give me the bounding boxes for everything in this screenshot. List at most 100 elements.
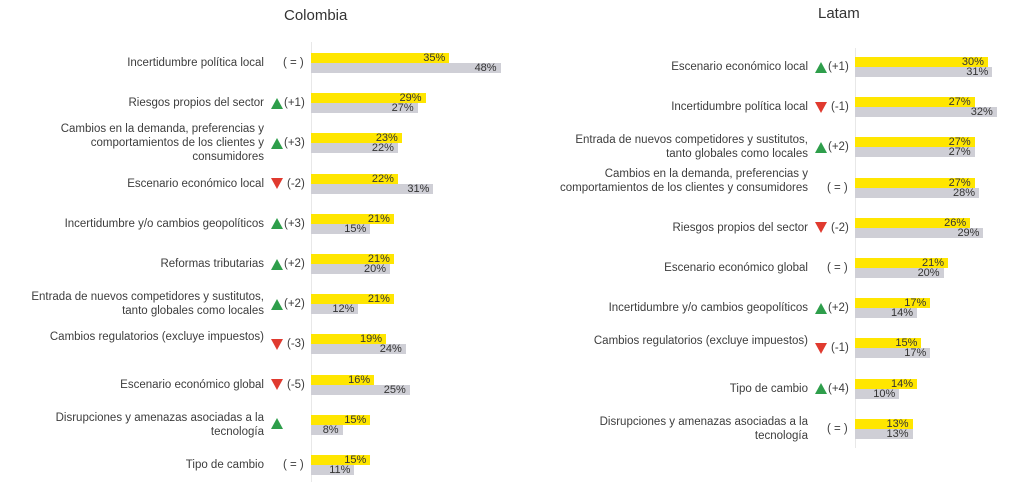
rank-change-text: (+4) — [828, 382, 849, 395]
bar-current: 19% — [311, 333, 387, 346]
triangle-down-icon — [271, 178, 283, 190]
rank-change-text: (-2) — [287, 177, 305, 190]
bar-current: 17% — [855, 297, 931, 310]
value-label-current: 19% — [360, 333, 383, 346]
rank-change: (+1) — [815, 60, 849, 74]
value-label-current: 16% — [348, 373, 371, 386]
rank-change-text: ( = ) — [827, 181, 848, 194]
value-label-previous: 29% — [957, 226, 980, 239]
triangle-down-icon — [271, 379, 283, 391]
value-label-previous: 32% — [970, 106, 993, 119]
rank-change: (+3) — [271, 217, 305, 231]
value-label-previous: 25% — [383, 383, 406, 396]
category-label: Tipo de cambio — [185, 459, 264, 471]
rank-change: (-2) — [271, 177, 305, 191]
bar-previous: 27% — [311, 102, 418, 115]
value-label-current: 26% — [944, 216, 967, 229]
triangle-up-icon — [271, 417, 283, 429]
rank-change — [271, 417, 284, 429]
bar-current: 15% — [855, 337, 922, 350]
bar-previous: 15% — [311, 223, 371, 234]
rank-change: (+1) — [271, 96, 305, 110]
category-label: Disrupciones y amenazas asociadas a la t… — [55, 411, 264, 438]
category-label: Cambios regulatorios (excluye impuestos) — [593, 335, 808, 348]
bar-current: 16% — [311, 373, 375, 386]
bar-current: 35% — [311, 53, 450, 64]
value-label-previous: 27% — [948, 146, 971, 159]
bar-previous: 31% — [311, 183, 434, 194]
category-label: Escenario económico local — [671, 61, 808, 73]
triangle-up-icon — [271, 137, 283, 149]
bar-current: 26% — [855, 216, 971, 229]
rank-change: ( = ) — [283, 458, 304, 472]
rank-change-text: (+2) — [828, 141, 849, 154]
category-label: Escenario económico local — [127, 177, 264, 190]
value-label-current: 21% — [367, 212, 390, 225]
bar-previous: 13% — [855, 428, 913, 439]
category-label: Cambios en la demanda, preferencias y co… — [559, 167, 808, 194]
triangle-up-icon — [815, 302, 827, 314]
rank-change: (+4) — [815, 382, 849, 396]
value-label-current: 29% — [399, 92, 422, 105]
value-label-current: 15% — [344, 454, 367, 466]
triangle-up-icon — [271, 298, 283, 310]
bar-previous: 10% — [855, 388, 900, 399]
rank-change: (+2) — [271, 297, 305, 311]
bar-current: 29% — [311, 92, 426, 105]
rank-change: (-1) — [815, 341, 849, 355]
chart-title: Colombia — [284, 7, 348, 24]
triangle-down-icon — [815, 101, 827, 113]
rank-change-text: (+1) — [284, 97, 305, 110]
value-label-current: 27% — [948, 136, 971, 149]
category-label: Escenario económico global — [664, 262, 808, 274]
bar-current: 13% — [855, 417, 913, 430]
rank-change-text: (+1) — [828, 61, 849, 73]
value-label-current: 14% — [890, 377, 914, 390]
value-label-previous: 11% — [329, 464, 351, 476]
category-label: Cambios regulatorios (excluye impuestos) — [49, 331, 264, 344]
rank-change: (-1) — [815, 100, 849, 114]
triangle-up-icon — [271, 97, 283, 109]
value-label-previous: 8% — [322, 423, 339, 436]
value-label-current: 21% — [921, 257, 945, 269]
value-label-previous: 27% — [391, 102, 414, 115]
rank-change: ( = ) — [827, 261, 848, 275]
category-label: Tipo de cambio — [729, 382, 808, 395]
value-label-previous: 20% — [363, 263, 386, 275]
triangle-up-icon — [271, 258, 283, 270]
value-label-current: 27% — [948, 96, 971, 109]
bar-current: 27% — [855, 177, 975, 188]
bar-previous: 20% — [855, 268, 944, 279]
rank-change-text: (+2) — [828, 302, 849, 315]
triangle-down-icon — [271, 338, 283, 350]
rank-change: ( = ) — [827, 422, 848, 436]
bar-previous: 17% — [855, 347, 931, 360]
category-label: Riesgos propios del sector — [672, 221, 808, 234]
bar-current: 15% — [311, 413, 371, 426]
bar-current: 21% — [311, 212, 394, 225]
value-label-previous: 14% — [890, 307, 914, 320]
rank-change: (-5) — [271, 378, 305, 392]
value-label-previous: 17% — [904, 347, 927, 360]
value-label-current: 15% — [895, 337, 918, 350]
rank-change-text: (+2) — [284, 258, 305, 270]
category-label: Entrada de nuevos competidores y sustitu… — [575, 134, 808, 161]
triangle-up-icon — [815, 141, 827, 153]
bar-current: 21% — [311, 294, 394, 305]
value-label-current: 17% — [904, 297, 927, 310]
value-label-previous: 48% — [474, 62, 497, 74]
value-label-previous: 28% — [953, 186, 976, 199]
category-label: Incertidumbre política local — [671, 101, 808, 114]
value-label-current: 15% — [344, 413, 367, 426]
latam-chart: Latam Escenario económico local (+1) 30% 31… — [540, 0, 1024, 490]
colombia-chart: Colombia Incertidumbre política local ( =… — [31, 7, 501, 482]
value-label-current: 13% — [886, 417, 909, 430]
bar-current: 14% — [855, 377, 918, 390]
rank-change-text: ( = ) — [283, 459, 304, 471]
bar-previous: 25% — [311, 383, 410, 396]
triangle-down-icon — [815, 222, 827, 234]
value-label-current: 30% — [961, 56, 984, 68]
rank-change-text: (-5) — [287, 378, 305, 391]
chart-title: Latam — [818, 5, 860, 22]
bar-current: 15% — [311, 454, 371, 466]
